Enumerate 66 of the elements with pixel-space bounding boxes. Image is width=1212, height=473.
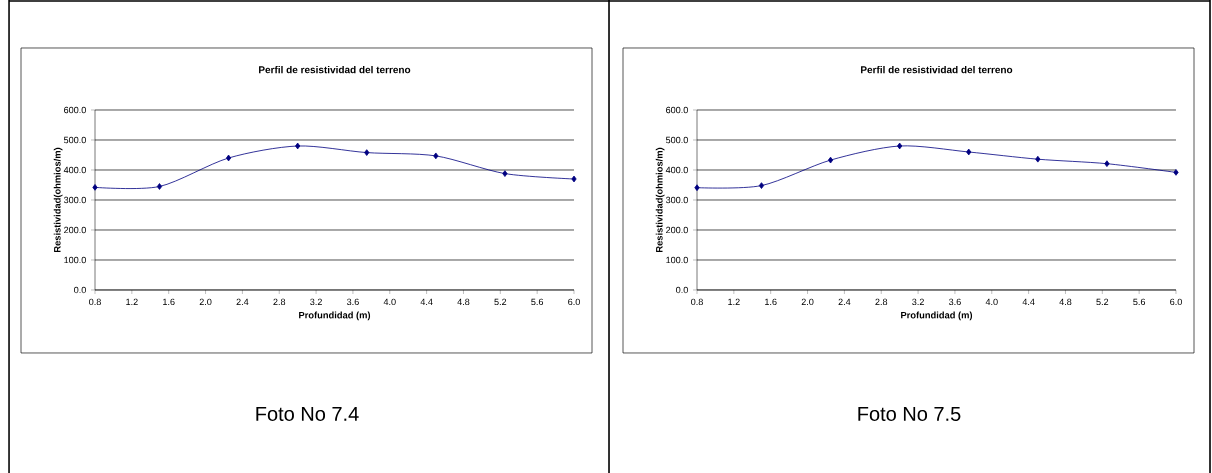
x-tick-label: 4.0	[985, 298, 998, 306]
x-tick-label: 4.4	[1022, 298, 1035, 305]
y-tick-label: 100.0	[64, 256, 86, 264]
x-axis-title: Profundidad (m)	[901, 311, 973, 321]
y-tick-label: 0.0	[676, 286, 688, 294]
x-tick-label: 2.8	[875, 298, 888, 306]
point	[433, 152, 439, 160]
y-tick-label: 200.0	[666, 226, 688, 234]
y-tick-label: 100.0	[666, 256, 688, 264]
y-tick-label: 200.0	[64, 226, 86, 234]
x-tick-label: 6.0	[1170, 298, 1182, 306]
point	[295, 142, 301, 150]
x-tick-label: 0.8	[89, 298, 101, 306]
x-tick-label: 4.0	[383, 298, 396, 306]
y-tick-label: 500.0	[63, 136, 86, 144]
point	[1035, 155, 1041, 163]
point	[571, 175, 577, 183]
x-tick-label: 5.6	[531, 298, 544, 306]
y-tick-label: 600.0	[64, 106, 86, 114]
point	[827, 156, 834, 164]
point	[502, 170, 508, 177]
x-tick-label: 4.8	[457, 298, 470, 306]
point	[225, 154, 232, 162]
point	[92, 184, 98, 191]
x-tick-label: 1.2	[728, 298, 740, 306]
x-tick-label: 6.0	[568, 298, 580, 306]
x-tick-label: 4.8	[1059, 298, 1072, 306]
x-tick-label: 2.4	[236, 298, 249, 306]
x-axis-title: Profundidad (m)	[299, 311, 371, 321]
x-tick-label: 1.6	[163, 298, 175, 306]
x-tick-label: 2.4	[838, 298, 851, 306]
chart-title: Perfil de resistividad del terreno	[861, 65, 1013, 74]
y-tick-label: 400.0	[665, 166, 688, 174]
x-tick-label: 3.2	[912, 298, 924, 306]
y-tick-label: 300.0	[63, 196, 86, 204]
point	[364, 149, 370, 156]
y-tick-label: 500.0	[665, 136, 688, 144]
point	[758, 182, 765, 189]
y-axis-title: Resistividad(ohmios/m)	[655, 147, 665, 252]
x-tick-label: 3.2	[310, 298, 322, 306]
point	[897, 142, 903, 150]
x-tick-label: 5.2	[494, 298, 507, 306]
text: Foto No 7.4	[256, 407, 359, 421]
x-tick-label: 3.6	[346, 298, 359, 306]
y-tick-label: 300.0	[665, 196, 688, 204]
point	[1173, 169, 1179, 176]
point	[1104, 160, 1110, 168]
y-tick-label: 0.0	[74, 286, 86, 294]
chart-title: Perfil de resistividad del terreno	[259, 65, 411, 74]
point	[694, 184, 700, 192]
point	[966, 148, 972, 156]
x-tick-label: 1.6	[765, 298, 777, 306]
x-tick-label: 5.2	[1096, 298, 1109, 306]
y-tick-label: 600.0	[666, 106, 688, 114]
x-tick-label: 3.6	[948, 298, 961, 306]
x-tick-label: 5.6	[1133, 298, 1146, 306]
x-tick-label: 0.8	[691, 298, 703, 306]
x-tick-label: 2.0	[801, 298, 814, 306]
y-axis-title: Resistividad(ohmios/m)	[53, 147, 63, 252]
x-tick-label: 4.4	[420, 298, 433, 305]
y-tick-label: 400.0	[63, 166, 86, 174]
x-tick-label: 1.2	[126, 298, 138, 306]
point	[156, 183, 163, 190]
x-tick-label: 2.8	[273, 298, 286, 306]
x-tick-label: 2.0	[199, 298, 212, 306]
text: Foto No 7.5	[858, 407, 961, 421]
